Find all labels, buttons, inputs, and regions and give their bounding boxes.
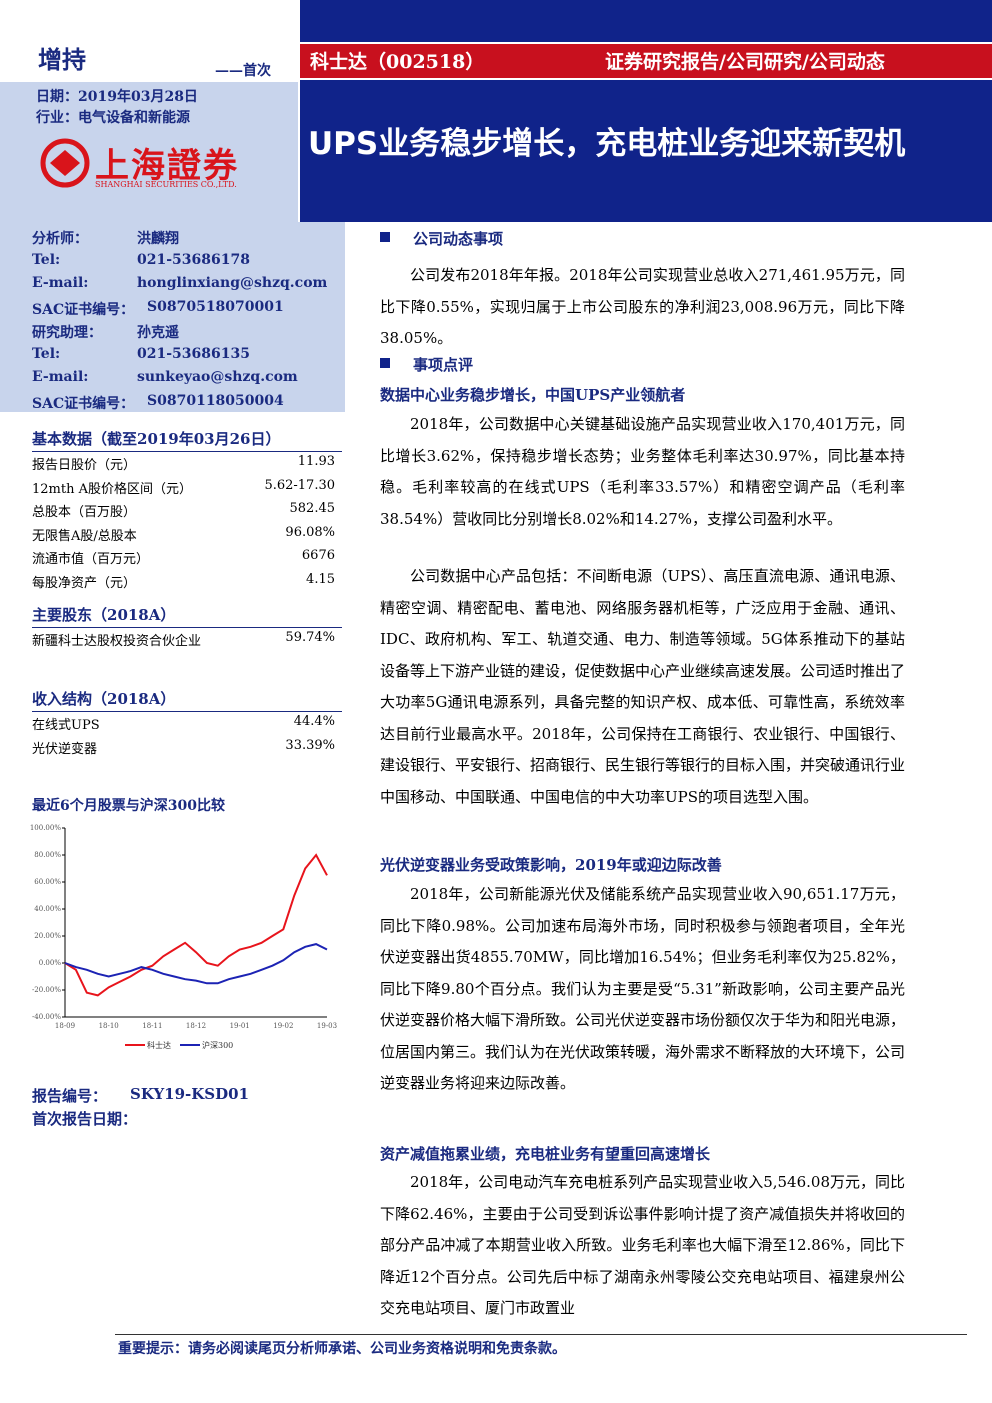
paragraph: 公司数据中心产品包括：不间断电源（UPS）、高压直流电源、通讯电源、精密空调、精… bbox=[380, 567, 906, 806]
bullet bbox=[380, 232, 390, 242]
cell-value: 4.15 bbox=[306, 571, 335, 587]
x-tick-label: 19-03 bbox=[317, 1022, 337, 1030]
cell-value: 6676 bbox=[301, 548, 335, 563]
logo-en: SHANGHAI SECURITIES CO.,LTD. bbox=[95, 180, 237, 189]
section-heading: 事项点评 bbox=[413, 356, 474, 374]
series-line bbox=[64, 853, 328, 997]
analyst-value: honglinxiang@shzq.com bbox=[137, 275, 328, 291]
y-tick-label: 80.00% bbox=[34, 851, 61, 859]
first-date-label: 首次报告日期： bbox=[32, 1110, 138, 1128]
x-tick-label: 19-02 bbox=[273, 1022, 293, 1030]
info-panel bbox=[0, 82, 298, 222]
subheading: 数据中心业务稳步增长，中国UPS产业领航者 bbox=[380, 386, 686, 404]
series-line bbox=[64, 943, 328, 985]
y-tick-label: 60.00% bbox=[34, 878, 61, 886]
analyst-label: 研究助理： bbox=[32, 325, 102, 341]
subheading: 光伏逆变器业务受政策影响，2019年或迎边际改善 bbox=[380, 856, 722, 874]
cell-value: 33.39% bbox=[285, 737, 335, 753]
analyst-label: E-mail: bbox=[32, 275, 89, 291]
cell-label: 在线式UPS bbox=[32, 718, 100, 733]
analyst-label: E-mail: bbox=[32, 369, 89, 385]
cell-value: 11.93 bbox=[297, 454, 335, 469]
subheading: 资产减值拖累业绩，充电桩业务有望重回高速增长 bbox=[380, 1145, 711, 1163]
table-row: 总股本（百万股） 582.45 bbox=[32, 501, 335, 520]
table-row: 光伏逆变器 33.39% bbox=[32, 738, 335, 757]
analyst-value: 021-53686135 bbox=[137, 345, 250, 362]
table-title: 基本数据（截至2019年03月26日） bbox=[32, 428, 342, 452]
analyst-value: sunkeyao@shzq.com bbox=[137, 369, 298, 385]
cell-label: 12mth A股价格区间（元） bbox=[32, 481, 192, 497]
analyst-panel bbox=[0, 222, 345, 412]
paragraph: 2018年，公司电动汽车充电桩系列产品实现营业收入5,546.08万元，同比下降… bbox=[380, 1173, 905, 1317]
cell-value: 96.08% bbox=[285, 524, 335, 540]
cell-label: 无限售A股/总股本 bbox=[32, 528, 137, 544]
x-tick-label: 18-09 bbox=[55, 1022, 75, 1030]
analyst-value: S0870518070001 bbox=[147, 298, 284, 315]
analyst-value: 021-53686178 bbox=[137, 251, 250, 268]
company: 科士达（002518） bbox=[310, 51, 485, 73]
x-tick-label: 18-12 bbox=[186, 1022, 206, 1030]
first-coverage: ——首次 bbox=[215, 63, 271, 79]
analyst-label: SAC证书编号： bbox=[32, 395, 135, 412]
report-title: UPS业务稳步增长，充电桩业务迎来新契机 bbox=[308, 126, 906, 162]
paragraph: 2018年，公司新能源光伏及储能系统产品实现营业收入90,651.17万元，同比… bbox=[380, 885, 906, 1092]
chart-title: 最近6个月股票与沪深300比较 bbox=[32, 798, 225, 814]
y-tick-label: 20.00% bbox=[34, 932, 61, 940]
cell-value: 44.4% bbox=[293, 714, 335, 729]
table-row: 新疆科士达股权投资合伙企业 59.74% bbox=[32, 630, 335, 649]
footer-rule bbox=[115, 1334, 967, 1335]
report-number-label: 报告编号： bbox=[32, 1087, 108, 1105]
logo-text: 上海證券 bbox=[95, 146, 239, 186]
y-tick-label: 0.00% bbox=[39, 959, 62, 967]
paragraph: 公司发布2018年年报。2018年公司实现营业总收入271,461.95万元，同… bbox=[380, 266, 905, 347]
analyst-value: S0870118050004 bbox=[147, 392, 284, 409]
table-row: 每股净资产（元） 4.15 bbox=[32, 572, 335, 591]
analyst-label: Tel: bbox=[32, 251, 61, 268]
table-row: 在线式UPS 44.4% bbox=[32, 714, 335, 733]
y-tick-label: -40.00% bbox=[32, 1013, 61, 1021]
analyst-label: SAC证书编号： bbox=[32, 301, 135, 318]
title-band bbox=[300, 42, 992, 80]
table-row: 报告日股价（元） 11.93 bbox=[32, 454, 335, 473]
section-heading: 公司动态事项 bbox=[413, 230, 504, 248]
x-tick-label: 18-11 bbox=[142, 1022, 162, 1030]
analyst-value: 洪麟翔 bbox=[137, 231, 179, 247]
table-title: 主要股东（2018A） bbox=[32, 604, 342, 628]
table-row: 无限售A股/总股本 96.08% bbox=[32, 525, 335, 544]
bullet bbox=[380, 358, 390, 368]
cell-label: 报告日股价（元） bbox=[32, 458, 137, 473]
title-block bbox=[300, 0, 992, 222]
cell-label: 每股净资产（元） bbox=[32, 575, 137, 591]
logo-mark bbox=[40, 138, 90, 188]
industry: 行业：电气设备和新能源 bbox=[36, 110, 190, 126]
date: 日期：2019年03月28日 bbox=[36, 89, 198, 105]
table-row: 12mth A股价格区间（元） 5.62-17.30 bbox=[32, 478, 335, 497]
table-row: 流通市值（百万元） 6676 bbox=[32, 548, 335, 567]
chart: -40.00% -20.00% 0.00% 20.00% 40.00% 60.00% 80.… bbox=[30, 824, 337, 1050]
legend-label: 沪深300 bbox=[202, 1040, 233, 1050]
cell-value: 59.74% bbox=[285, 630, 335, 645]
cell-label: 新疆科士达股权投资合伙企业 bbox=[32, 634, 202, 649]
x-tick-label: 18-10 bbox=[99, 1022, 119, 1030]
cell-value: 5.62-17.30 bbox=[264, 477, 335, 493]
cell-label: 流通市值（百万元） bbox=[32, 552, 150, 567]
analyst-label: Tel: bbox=[32, 345, 61, 362]
analyst-value: 孙克遥 bbox=[137, 325, 179, 341]
report-category: 证券研究报告/公司研究/公司动态 bbox=[605, 51, 885, 73]
report-number: SKY19-KSD01 bbox=[130, 1085, 250, 1103]
paragraph: 2018年，公司数据中心关键基础设施产品实现营业收入170,401万元，同比增长… bbox=[380, 415, 905, 528]
table-title: 收入结构（2018A） bbox=[32, 688, 342, 712]
cell-label: 总股本（百万股） bbox=[32, 505, 137, 520]
rating: 增持 bbox=[38, 45, 86, 74]
x-tick-label: 19-01 bbox=[230, 1022, 250, 1030]
y-tick-label: 100.00% bbox=[30, 824, 61, 832]
footer-notice: 重要提示：请务必阅读尾页分析师承诺、公司业务资格说明和免责条款。 bbox=[118, 1341, 566, 1357]
y-tick-label: 40.00% bbox=[34, 905, 61, 913]
legend-label: 科士达 bbox=[147, 1040, 171, 1050]
cell-label: 光伏逆变器 bbox=[32, 741, 98, 757]
y-tick-label: -20.00% bbox=[32, 986, 61, 994]
cell-value: 582.45 bbox=[289, 501, 336, 516]
analyst-label: 分析师： bbox=[32, 231, 88, 247]
